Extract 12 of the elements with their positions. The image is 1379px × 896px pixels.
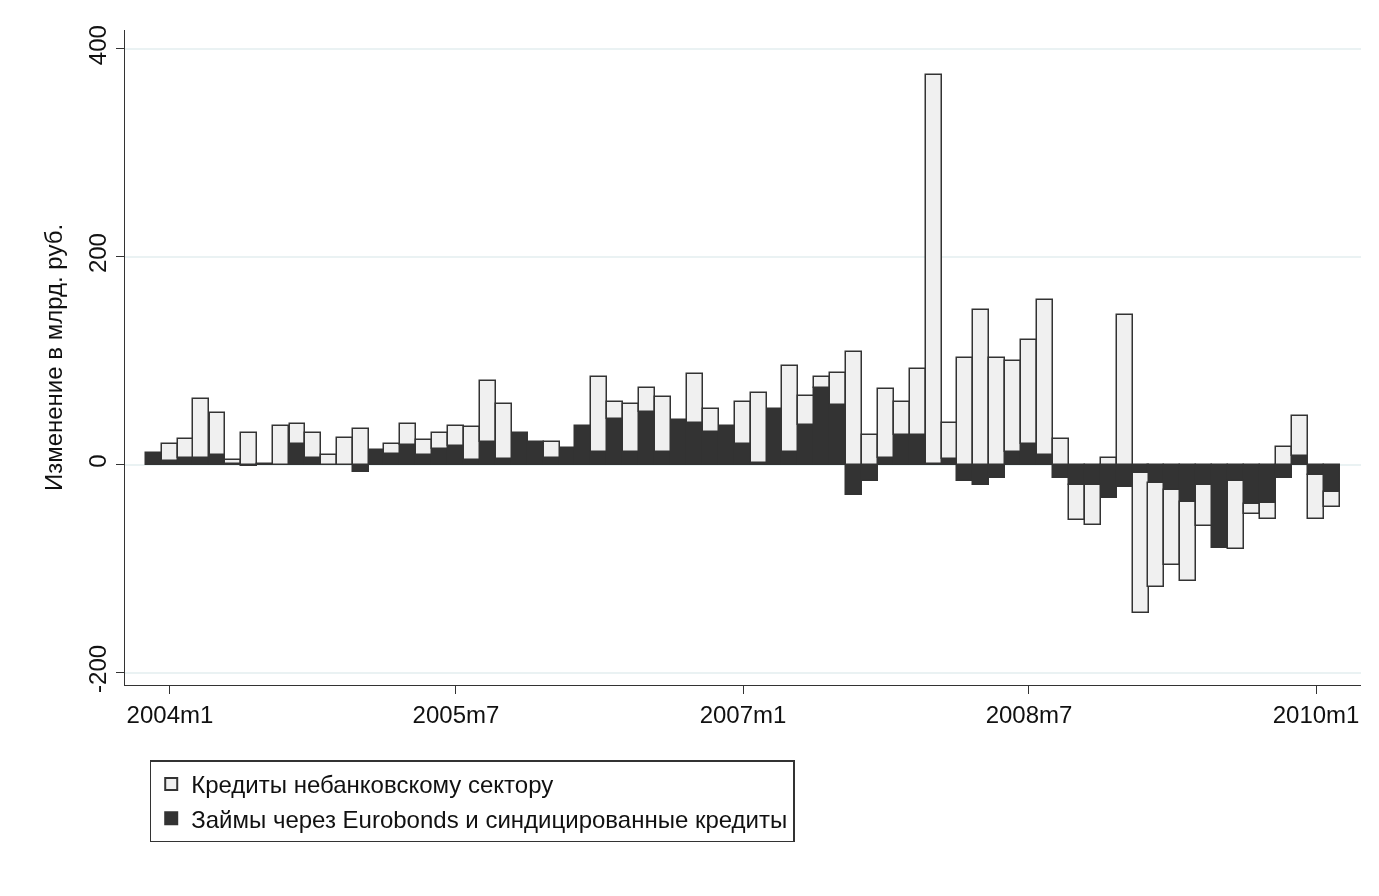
x-tick-label: 2010m1 bbox=[1272, 700, 1360, 728]
x-tick-label: 2005m7 bbox=[412, 700, 500, 728]
legend-label: Займы через Eurobonds и синдицированные кредиты bbox=[191, 805, 788, 833]
y-tick-label: 0 bbox=[84, 454, 112, 468]
y-tick-label: -200 bbox=[84, 644, 112, 693]
x-tick-label: 2008m7 bbox=[985, 700, 1073, 728]
x-tick-label: 2004m1 bbox=[126, 700, 214, 728]
y-tick-label: 400 bbox=[84, 25, 112, 66]
y-axis-title: Изменение в млрд. руб. bbox=[39, 223, 67, 492]
x-tick-label: 2007m1 bbox=[699, 700, 787, 728]
legend-label: Кредиты небанковскому сектору bbox=[191, 771, 554, 799]
y-tick-label: 200 bbox=[84, 233, 112, 274]
